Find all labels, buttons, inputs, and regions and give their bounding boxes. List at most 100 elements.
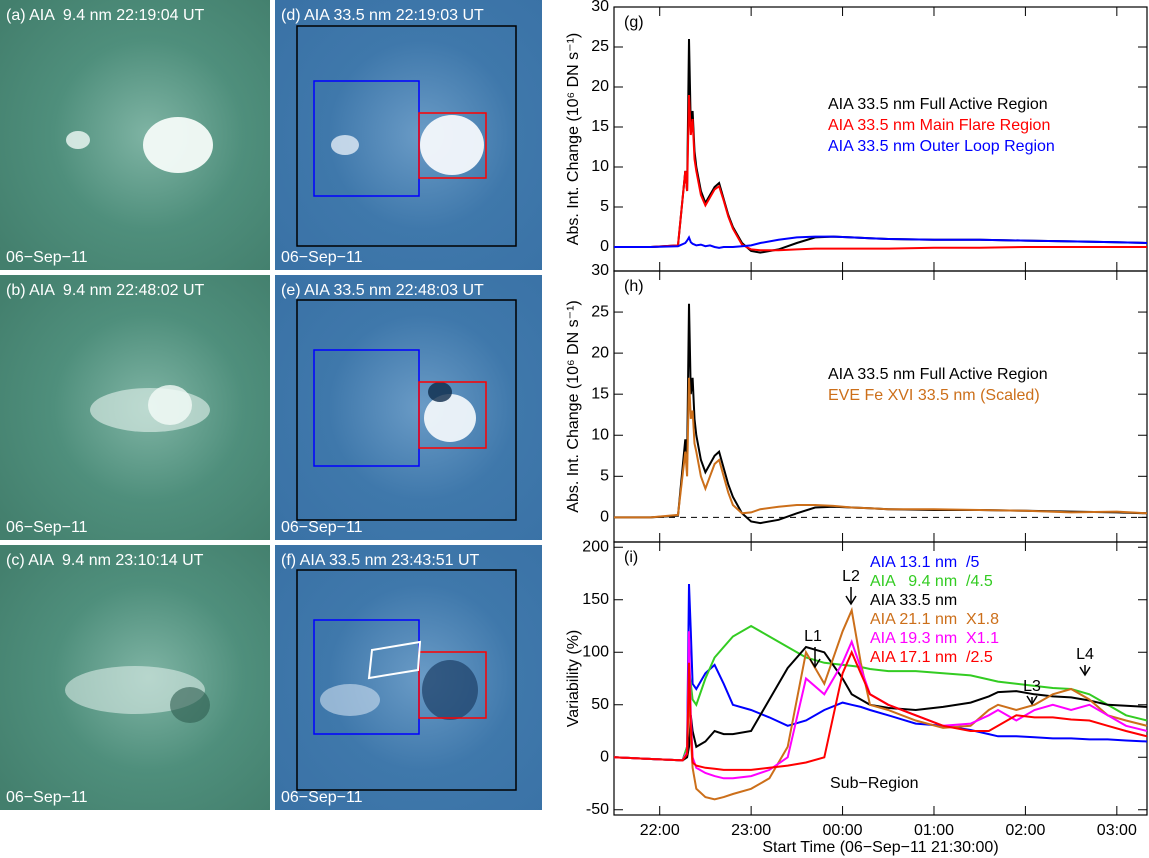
x-tick-label: 01:00 [914,822,954,839]
flare-blob [143,117,213,173]
annotation: L4 [1076,646,1094,663]
series-line [614,94,1147,252]
y-axis-label: Variability (%) [565,630,582,728]
legend-entry: AIA 21.1 nm X1.8 [870,611,999,628]
y-tick-label: 15 [591,118,609,135]
x-tick-label: 00:00 [823,822,863,839]
chart-0: 0 5 10 15 20 25 30 AIA 33.5 nm Full Active Regi… [565,0,1148,272]
panel-letter: (i) [624,549,638,566]
panel-label: (e) AIA 33.5 nm 22:48:03 UT [281,282,484,299]
legend-entry: AIA 33.5 nm Full Active Region [828,96,1048,113]
image-f [275,545,542,810]
panel-date: 06−Sep−11 [281,789,363,806]
arrow-head [845,595,857,606]
dark-blob [170,687,210,723]
y-tick-label: 50 [591,696,609,713]
y-tick-label: 25 [591,303,609,320]
note: Sub−Region [830,775,919,792]
panel-label: (d) AIA 33.5 nm 22:19:03 UT [281,7,484,24]
dark-blob [422,660,478,720]
y-tick-label: 15 [591,385,609,402]
legend-entry: AIA 17.1 nm /2.5 [870,649,993,666]
box [418,381,487,449]
box [418,112,487,179]
panel-date: 06−Sep−11 [281,519,363,536]
y-tick-label: 5 [600,198,609,215]
panel-letter: (g) [624,14,644,31]
legend-entry: AIA 33.5 nm [870,592,957,609]
chart-2: -50 0 50 100 150 200 22:00 23:00 00:00 01:00 02:00… [565,538,1148,856]
series-line [614,303,1148,525]
x-tick-label: 23:00 [731,822,771,839]
series-line [614,235,1148,249]
y-tick-label: 30 [591,262,609,279]
y-tick-label: 0 [600,509,609,526]
series-line [613,649,1148,771]
legend-entry: AIA 33.5 nm Main Flare Region [828,117,1050,134]
y-tick-label: 0 [600,748,609,765]
box [296,299,517,521]
series-line [613,583,1148,762]
panel-date: 06−Sep−11 [6,519,88,536]
panel-date: 06−Sep−11 [6,249,88,266]
panel-letter: (h) [624,278,644,295]
y-tick-label: 0 [600,238,609,255]
x-tick-label: 02:00 [1005,822,1045,839]
box [296,569,517,791]
loop-blob [320,684,380,716]
annotation: L3 [1023,678,1041,695]
y-tick-label: -50 [586,801,609,818]
image-a [0,0,270,270]
y-tick-label: 10 [591,426,609,443]
y-tick-label: 20 [591,78,609,95]
legend-entry: AIA 9.4 nm /4.5 [870,573,993,590]
loop-blob [65,666,205,714]
y-tick-label: 30 [591,0,609,15]
x-tick-label: 22:00 [640,822,680,839]
x-tick-label: 03:00 [1097,822,1137,839]
chart-1: 0 5 10 15 20 25 30 AIA 33.5 nm Full Active Regi… [565,262,1148,543]
y-tick-label: 10 [591,158,609,175]
y-tick-label: 20 [591,344,609,361]
slit-box [367,640,422,680]
legend-entry: AIA 19.3 nm X1.1 [870,630,999,647]
legend-entry: EVE Fe XVI 33.5 nm (Scaled) [828,387,1040,404]
panel-label: (a) AIA 9.4 nm 22:19:04 UT [6,7,205,24]
y-tick-label: 150 [582,591,609,608]
series-line [614,377,1148,519]
panel-label: (b) AIA 9.4 nm 22:48:02 UT [6,282,205,299]
flare-blob [331,135,359,155]
arrow-head [1026,695,1038,706]
box [418,651,487,719]
flare-blob [148,385,192,425]
arrow-head [1079,666,1091,677]
panel-label: (c) AIA 9.4 nm 23:10:14 UT [6,552,204,569]
box [296,25,517,247]
flare-blob [420,115,484,175]
image-panels [0,0,542,810]
image-d [275,0,542,270]
y-tick-label: 100 [582,643,609,660]
panel-label: (f) AIA 33.5 nm 23:43:51 UT [281,552,480,569]
series-line [613,624,1148,762]
y-axis-label: Abs. Int. Change (10⁶ DN s⁻¹) [565,300,582,512]
y-axis-label: Abs. Int. Change (10⁶ DN s⁻¹) [565,33,582,245]
legend-entry: AIA 33.5 nm Outer Loop Region [828,138,1055,155]
annotation: L2 [842,568,860,585]
legend-entry: AIA 13.1 nm /5 [870,554,980,571]
annotation: L1 [804,628,822,645]
legend-entry: AIA 33.5 nm Full Active Region [828,366,1048,383]
y-tick-label: 25 [591,38,609,55]
flare-blob [424,394,476,442]
panel-date: 06−Sep−11 [281,249,363,266]
flare-blob [66,131,90,149]
image-e [275,275,542,540]
panel-date: 06−Sep−11 [6,789,88,806]
plot-frame [613,541,1148,816]
x-axis-label: Start Time (06−Sep−11 21:30:00) [762,839,998,856]
y-tick-label: 5 [600,468,609,485]
dark-blob [428,382,452,402]
arrow-head [809,658,821,669]
y-tick-label: 200 [582,538,609,555]
